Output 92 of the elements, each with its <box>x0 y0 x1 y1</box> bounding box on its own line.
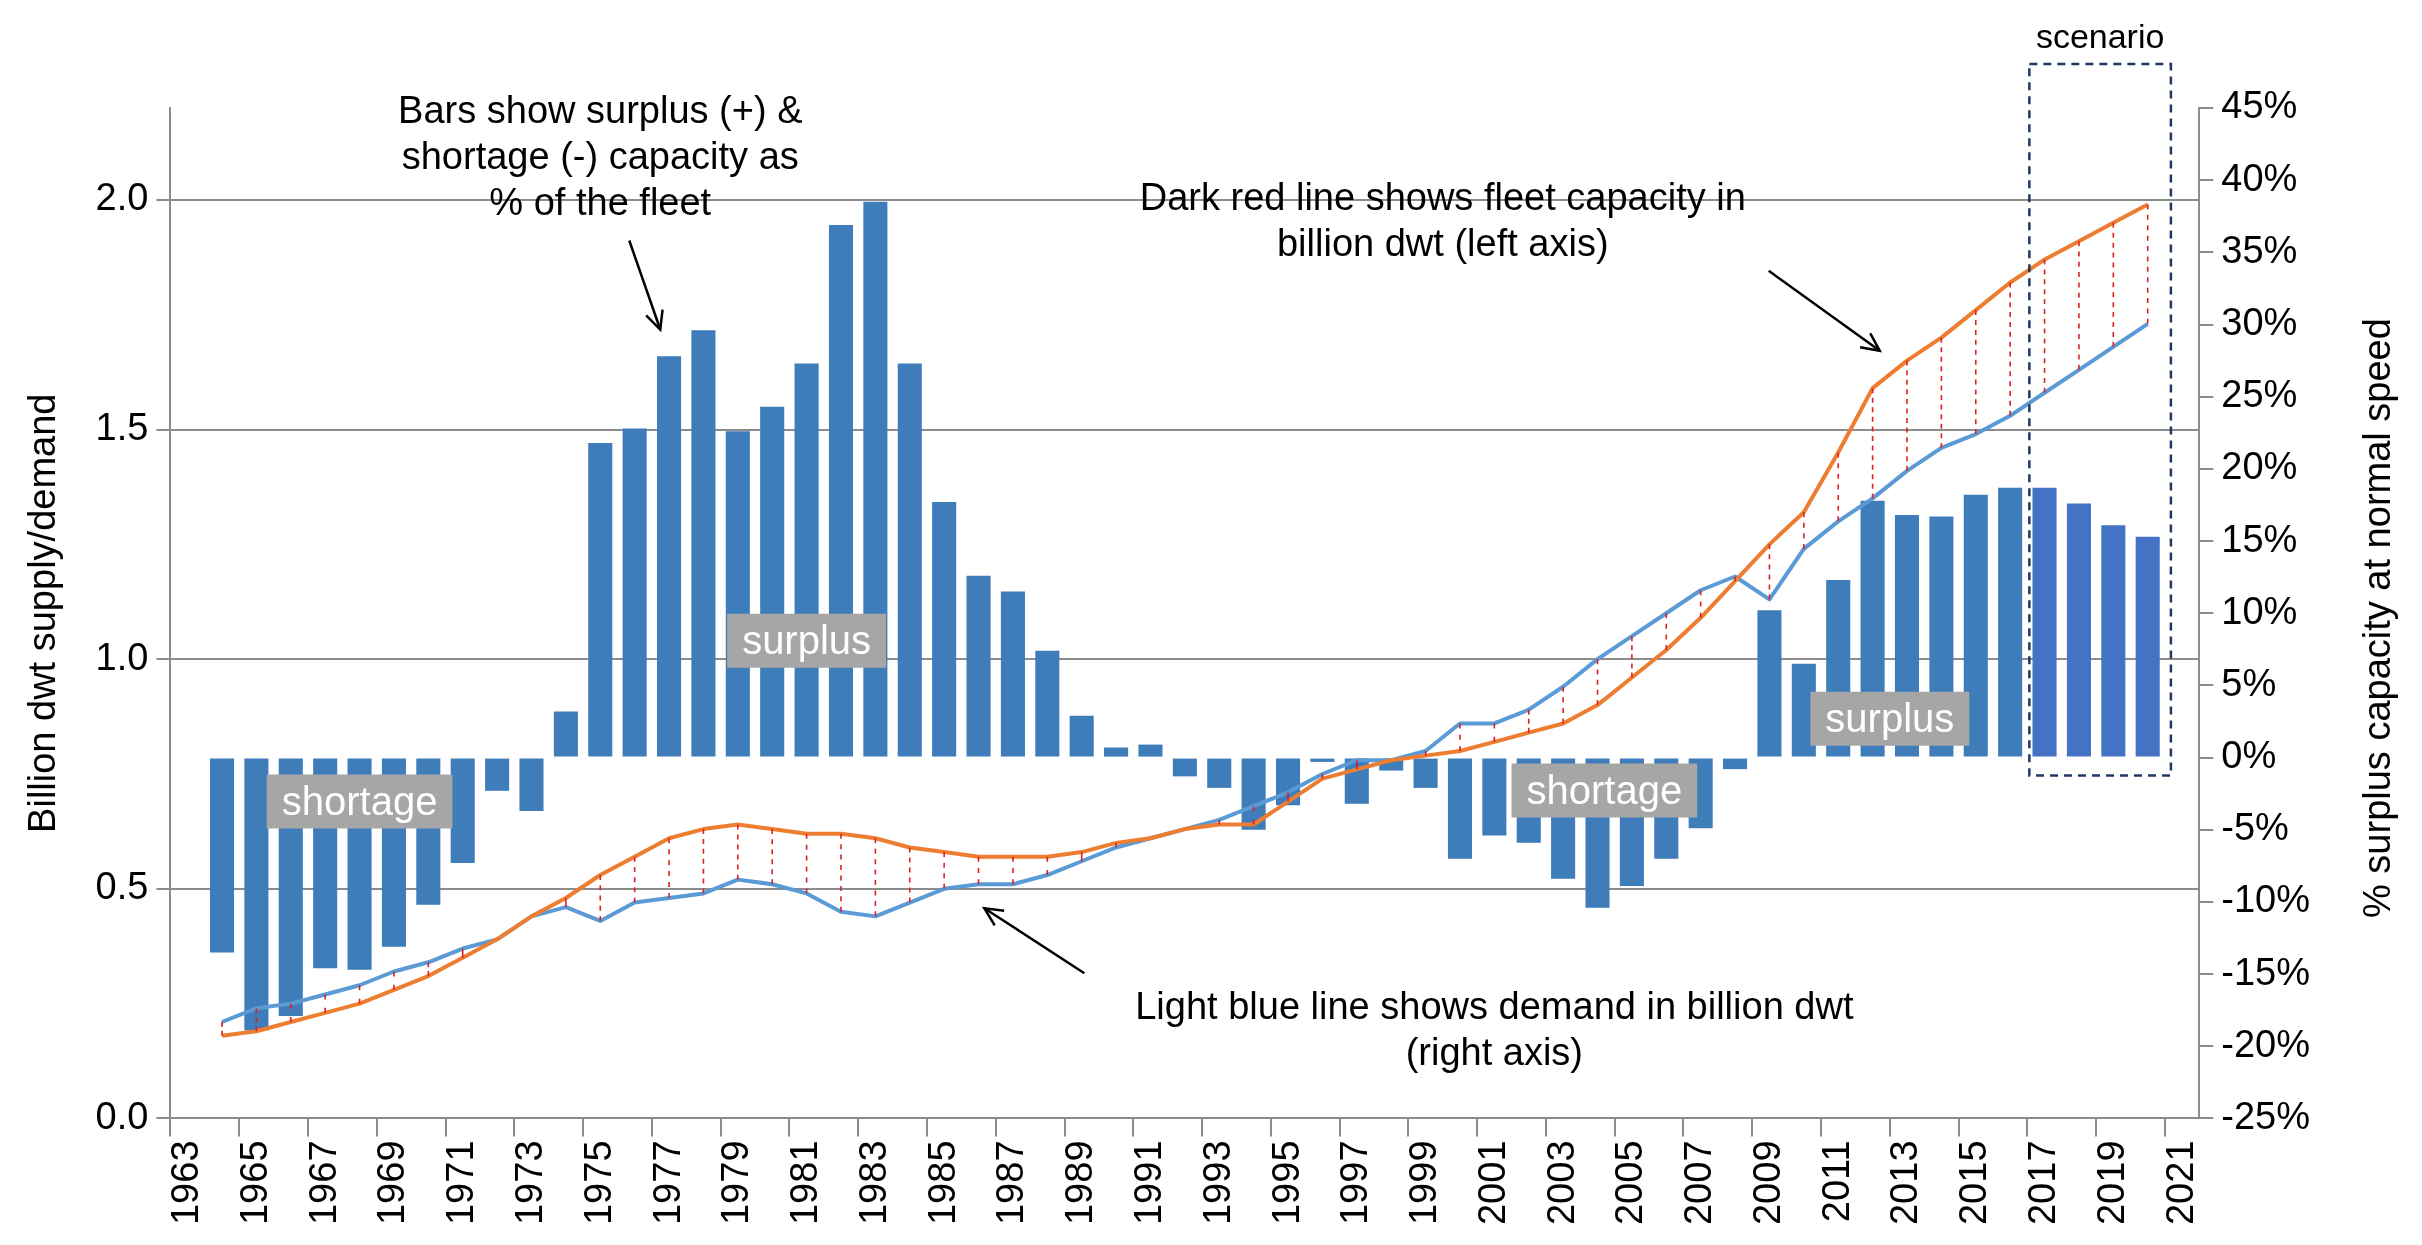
y2-tick-label: 35% <box>2221 228 2298 271</box>
bar <box>1963 494 1988 757</box>
bar <box>485 758 510 791</box>
bar <box>1035 650 1060 757</box>
annotation: surplus <box>742 617 872 662</box>
y2-tick-label: 25% <box>2221 373 2298 416</box>
y2-tick-label: 5% <box>2221 661 2277 704</box>
x-tick-label: 2021 <box>2158 1140 2201 1226</box>
bar <box>588 442 613 757</box>
x-tick-label: 1971 <box>439 1140 482 1226</box>
y2-tick-label: 0% <box>2221 734 2277 777</box>
y-axis-title: Billion dwt supply/demand <box>21 393 64 833</box>
x-tick-label: 1981 <box>783 1140 826 1226</box>
bar <box>691 330 716 757</box>
y2-axis-title: % surplus capacity at normal speed <box>2356 317 2399 920</box>
bar <box>2135 536 2160 757</box>
y2-tick-label: 10% <box>2221 589 2298 632</box>
bar <box>1172 758 1197 777</box>
y2-tick-label: -15% <box>2221 950 2311 993</box>
x-tick-label: 1983 <box>851 1140 894 1226</box>
x-tick-label: 1965 <box>232 1140 275 1226</box>
x-tick-label: 2011 <box>1814 1140 1857 1223</box>
annotation: Dark red line shows fleet capacity in billion dwt (left axis) <box>1139 176 1746 265</box>
bar <box>244 758 269 1031</box>
x-tick-label: 2019 <box>2089 1140 2132 1226</box>
y2-tick-label: -10% <box>2221 878 2311 921</box>
text: scenario <box>2035 17 2165 56</box>
x-tick-label: 1973 <box>507 1140 550 1226</box>
x-tick-label: 2017 <box>2021 1140 2064 1226</box>
bar <box>1069 715 1094 757</box>
y2-tick-label: -20% <box>2221 1022 2311 1065</box>
y-tick-label: 1.0 <box>95 635 149 678</box>
x-tick-label: 1963 <box>164 1140 207 1226</box>
x-tick-label: 1999 <box>1402 1140 1445 1226</box>
x-tick-label: 1969 <box>370 1140 413 1226</box>
bar <box>2032 487 2057 757</box>
x-tick-label: 1979 <box>714 1140 757 1226</box>
bar <box>657 356 682 757</box>
bar <box>1310 758 1335 762</box>
x-tick-label: 1975 <box>576 1140 619 1226</box>
bar <box>1413 758 1438 788</box>
bar <box>1482 758 1507 836</box>
bar <box>553 711 578 757</box>
annotation: Light blue line shows demand in billion dwt (right axis) <box>1135 984 1854 1073</box>
x-tick-label: 1991 <box>1126 1140 1169 1226</box>
bar <box>1104 747 1129 757</box>
y2-tick-label: -5% <box>2221 806 2289 849</box>
y2-tick-label: 45% <box>2221 84 2298 127</box>
x-tick-label: 2007 <box>1677 1140 1720 1226</box>
annotation: Bars show surplus (+) & shortage (-) capacity as % of the fleet <box>398 89 803 224</box>
x-tick-label: 1997 <box>1333 1140 1376 1226</box>
bar <box>1757 610 1782 757</box>
x-tick-label: 2015 <box>1952 1140 1995 1226</box>
bar <box>1000 591 1025 757</box>
bar <box>209 758 235 953</box>
bar <box>450 758 475 863</box>
bar <box>2066 503 2091 757</box>
x-tick-label: 2001 <box>1470 1140 1513 1226</box>
bar <box>1998 487 2023 757</box>
x-tick-label: 1995 <box>1264 1140 1307 1226</box>
bar <box>1723 758 1748 770</box>
bar <box>932 502 957 757</box>
annotation: shortage <box>281 778 438 823</box>
bar <box>897 363 922 757</box>
bar <box>519 758 544 811</box>
x-tick-label: 2003 <box>1539 1140 1582 1226</box>
y2-tick-label: 40% <box>2221 156 2298 199</box>
y-tick-label: 1.5 <box>95 406 149 448</box>
x-tick-label: 1993 <box>1195 1140 1238 1226</box>
bar <box>1138 744 1163 757</box>
x-tick-label: 1985 <box>920 1140 963 1226</box>
bar <box>2101 525 2126 757</box>
y-tick-label: 0.5 <box>95 865 149 908</box>
y2-tick-label: 15% <box>2221 517 2298 560</box>
y-tick-label: 0.0 <box>95 1094 149 1137</box>
y2-tick-label: -25% <box>2221 1094 2311 1137</box>
y2-tick-label: 30% <box>2221 301 2298 344</box>
x-tick-label: 1977 <box>645 1140 688 1226</box>
x-tick-label: 1987 <box>989 1140 1032 1226</box>
x-tick-label: 2013 <box>1883 1140 1926 1226</box>
bar <box>966 575 991 757</box>
y-tick-label: 2.0 <box>95 176 149 219</box>
x-tick-label: 1989 <box>1058 1140 1101 1226</box>
bar <box>1207 758 1232 788</box>
x-tick-label: 2005 <box>1608 1140 1651 1226</box>
bar <box>1447 758 1472 859</box>
bar <box>622 428 647 757</box>
x-tick-label: 2009 <box>1745 1140 1788 1226</box>
annotation: shortage <box>1526 767 1683 812</box>
annotation: surplus <box>1825 695 1955 740</box>
y2-tick-label: 20% <box>2221 445 2298 488</box>
x-tick-label: 1967 <box>301 1140 344 1226</box>
